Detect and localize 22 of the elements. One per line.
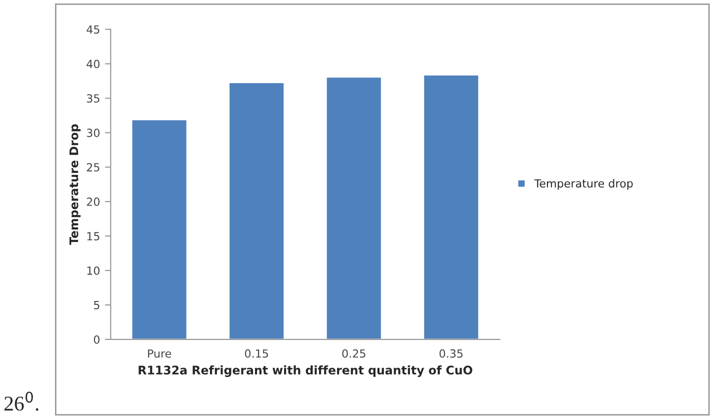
x-tick-label: 0.25	[342, 349, 366, 358]
x-tick-label: Pure	[148, 349, 172, 358]
y-axis-title: Temperature Drop	[69, 124, 81, 245]
y-tick-label: 20	[86, 198, 100, 206]
y-tick-label: 45	[86, 25, 100, 34]
legend-label: Temperature drop	[534, 178, 633, 190]
bar	[130, 118, 188, 340]
x-tick-label: 0.35	[440, 349, 463, 358]
y-tick-label: 40	[86, 60, 100, 68]
y-tick-label: 30	[86, 128, 100, 138]
x-tick-label: 0.15	[244, 349, 268, 358]
y-tick-label: 15	[87, 232, 100, 240]
x-axis-title: R1132a Refrigerant with different quantity of CuO	[138, 365, 472, 377]
bar	[422, 74, 480, 340]
y-tick-label: 5	[94, 301, 100, 310]
y-tick-label: 25	[86, 163, 100, 172]
text: 26$^{0}$.	[4, 392, 38, 411]
bar	[228, 82, 286, 340]
y-tick-label: 10	[87, 266, 100, 275]
y-tick-label: 35	[86, 94, 100, 103]
y-tick-label: 0	[94, 335, 100, 344]
bar	[325, 76, 382, 340]
